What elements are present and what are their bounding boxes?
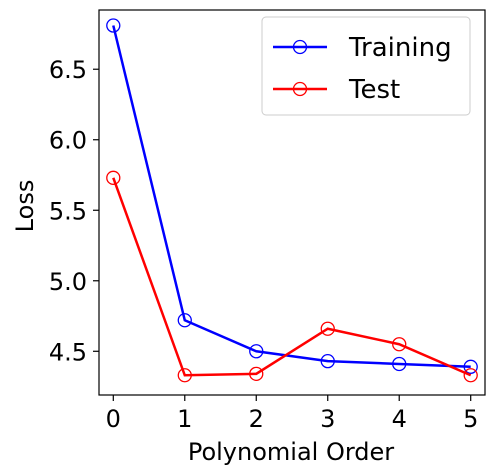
x-tick-label: 2 — [249, 405, 264, 433]
data-point-training — [106, 18, 121, 33]
legend-marker-training — [292, 39, 308, 55]
data-point-test — [463, 368, 478, 383]
data-point-training — [177, 313, 192, 328]
legend-box — [261, 16, 471, 116]
data-point-training — [249, 344, 264, 359]
y-tick-label: 6.0 — [49, 127, 87, 155]
x-axis-label: Polynomial Order — [188, 438, 394, 466]
data-point-test — [249, 366, 264, 381]
data-point-training — [320, 354, 335, 369]
data-point-test — [320, 321, 335, 336]
series-layer — [106, 18, 478, 383]
x-tick-label: 3 — [320, 405, 335, 433]
x-tick-label: 4 — [392, 405, 407, 433]
y-axis-label: Loss — [11, 180, 39, 233]
y-tick-label: 6.5 — [49, 56, 87, 84]
y-tick-label: 5.5 — [49, 197, 87, 225]
data-point-training — [463, 359, 478, 374]
data-point-test — [392, 337, 407, 352]
series-line-test — [112, 177, 472, 377]
legend: Training Test — [261, 16, 471, 116]
plot-frame — [98, 9, 486, 396]
series-line-training — [112, 25, 471, 369]
data-point-training — [392, 356, 407, 372]
x-axis-ticks: 0 1 2 3 4 5 — [106, 395, 478, 433]
plot-area — [98, 9, 486, 396]
legend-label-training: Training — [348, 33, 452, 63]
y-axis-ticks: 4.5 5.0 5.5 6.0 6.5 — [49, 56, 99, 366]
x-tick-label: 1 — [177, 405, 192, 433]
legend-marker-test — [292, 81, 308, 97]
y-tick-label: 5.0 — [49, 268, 87, 296]
data-point-test — [177, 368, 192, 383]
legend-label-test: Test — [348, 75, 400, 105]
x-tick-label: 5 — [463, 405, 478, 433]
data-point-test — [106, 170, 121, 185]
y-tick-label: 4.5 — [49, 338, 87, 366]
x-tick-label: 0 — [106, 405, 121, 433]
